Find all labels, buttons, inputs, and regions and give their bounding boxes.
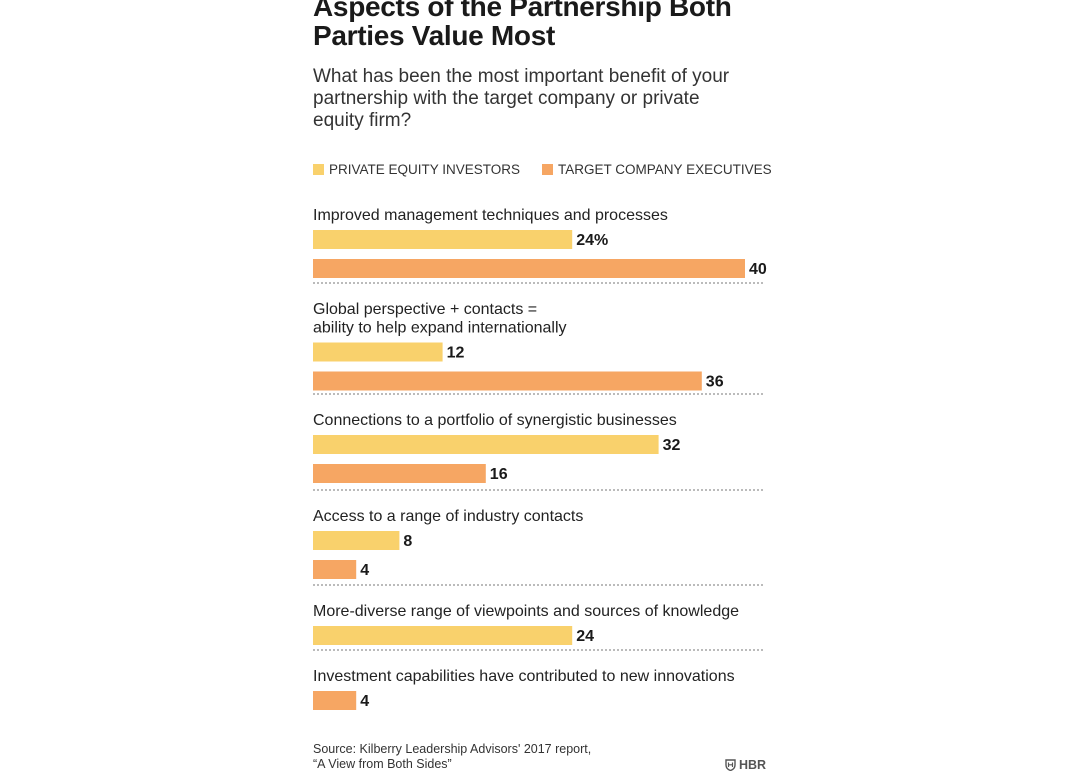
category-label: Connections to a portfolio of synergisti… <box>313 412 677 429</box>
bar-pe <box>313 230 573 249</box>
source-note: Source: Kilberry Leadership Advisors' 20… <box>313 742 591 772</box>
brand-label: HBR <box>739 758 767 772</box>
legend-item-pe: PRIVATE EQUITY INVESTORS <box>313 162 520 177</box>
bar-chart: Improved management techniques and proce… <box>313 207 767 710</box>
bar-target <box>313 464 486 483</box>
data-label: 12 <box>447 345 465 362</box>
category-label: ability to help expand internationally <box>313 320 567 337</box>
category-label: Global perspective + contacts = <box>313 301 537 318</box>
legend-label-pe: PRIVATE EQUITY INVESTORS <box>329 161 521 177</box>
category-label: Access to a range of industry contacts <box>313 508 583 525</box>
bar-target <box>313 691 357 710</box>
legend-swatch-pe <box>313 163 324 175</box>
data-label: 8 <box>403 533 412 550</box>
data-label: 24% <box>576 232 608 249</box>
hbr-logo: HBR <box>725 758 766 772</box>
chart-title: Aspects of the Partnership Both Parties … <box>313 0 732 51</box>
data-label: 32 <box>663 437 681 454</box>
chart-subtitle: What has been the most important benefit… <box>313 66 730 131</box>
data-label: 24 <box>576 628 594 645</box>
bar-pe <box>313 342 443 362</box>
bar-pe <box>313 435 659 454</box>
data-label: 4 <box>360 562 369 579</box>
legend: PRIVATE EQUITY INVESTORS TARGET COMPANY … <box>313 160 794 178</box>
legend-label-target: TARGET COMPANY EXECUTIVES <box>558 161 772 177</box>
bar-target <box>313 560 357 579</box>
source-line-2: “A View from Both Sides” <box>313 757 452 771</box>
bar-pe <box>313 531 400 550</box>
category-label: More-diverse range of viewpoints and sou… <box>313 603 739 620</box>
bar-target <box>313 259 745 278</box>
legend-item-target: TARGET COMPANY EXECUTIVES <box>542 162 772 177</box>
source-line-1: Source: Kilberry Leadership Advisors' 20… <box>313 742 592 756</box>
data-label: 40 <box>749 261 767 278</box>
legend-swatch-target <box>542 163 554 175</box>
data-label: 36 <box>706 374 724 391</box>
bar-pe <box>313 626 573 645</box>
shield-icon <box>725 759 736 771</box>
data-label: 4 <box>360 693 369 710</box>
data-label: 16 <box>490 466 508 483</box>
bar-target <box>313 371 702 391</box>
category-label: Investment capabilities have contributed… <box>313 668 735 685</box>
category-label: Improved management techniques and proce… <box>313 207 668 224</box>
